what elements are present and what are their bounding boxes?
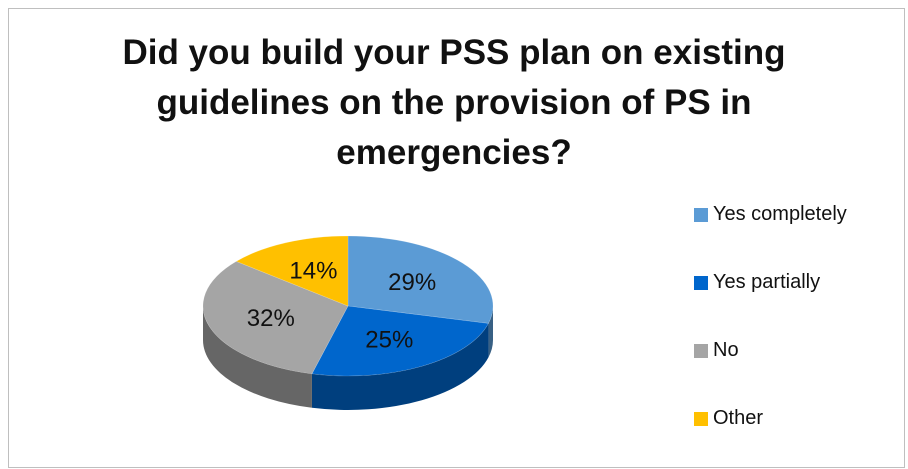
legend-item-no: No [694, 333, 847, 368]
pie-side-yes-partially [311, 323, 489, 410]
chart-frame [8, 8, 905, 468]
legend: Yes completely Yes partially No Other [694, 197, 847, 469]
legend-swatch-yes-completely [694, 207, 708, 222]
legend-swatch-no [694, 343, 708, 358]
pie-tops [202, 235, 494, 377]
legend-swatch-other [694, 411, 708, 426]
legend-item-yes-completely: Yes completely [694, 197, 847, 232]
legend-label-yes-partially: Yes partially [713, 271, 821, 293]
pie-side-yes-completely [488, 306, 493, 358]
legend-swatch-yes-partially [694, 275, 708, 290]
legend-item-yes-partially: Yes partially [694, 265, 847, 300]
legend-label-no: No [713, 339, 739, 361]
pie-sides [203, 306, 493, 410]
chart-title-line-3: emergencies? [336, 133, 572, 172]
legend-label-yes-completely: Yes completely [713, 203, 847, 225]
pie-side-no [203, 306, 312, 408]
pie-slice-other [235, 235, 349, 307]
data-label-other: 14% [289, 258, 337, 285]
chart-title: Did you build your PSS plan on existing … [0, 28, 908, 178]
legend-label-other: Other [713, 407, 764, 429]
pie-slice-yes-partially [311, 305, 489, 377]
pie-slice-yes-completely [347, 235, 494, 324]
pie-chart: 29% 25% 32% 14% [202, 235, 494, 410]
data-label-no: 32% [247, 305, 295, 332]
data-label-yes-completely: 29% [388, 269, 436, 296]
chart-title-line-1: Did you build your PSS plan on existing [122, 33, 786, 72]
chart-title-line-2: guidelines on the provision of PS in [156, 83, 752, 122]
pie-slice-no [202, 261, 349, 375]
legend-item-other: Other [694, 401, 847, 436]
data-label-yes-partially: 25% [365, 327, 413, 354]
pie-labels: 29% 25% 32% 14% [247, 258, 436, 354]
